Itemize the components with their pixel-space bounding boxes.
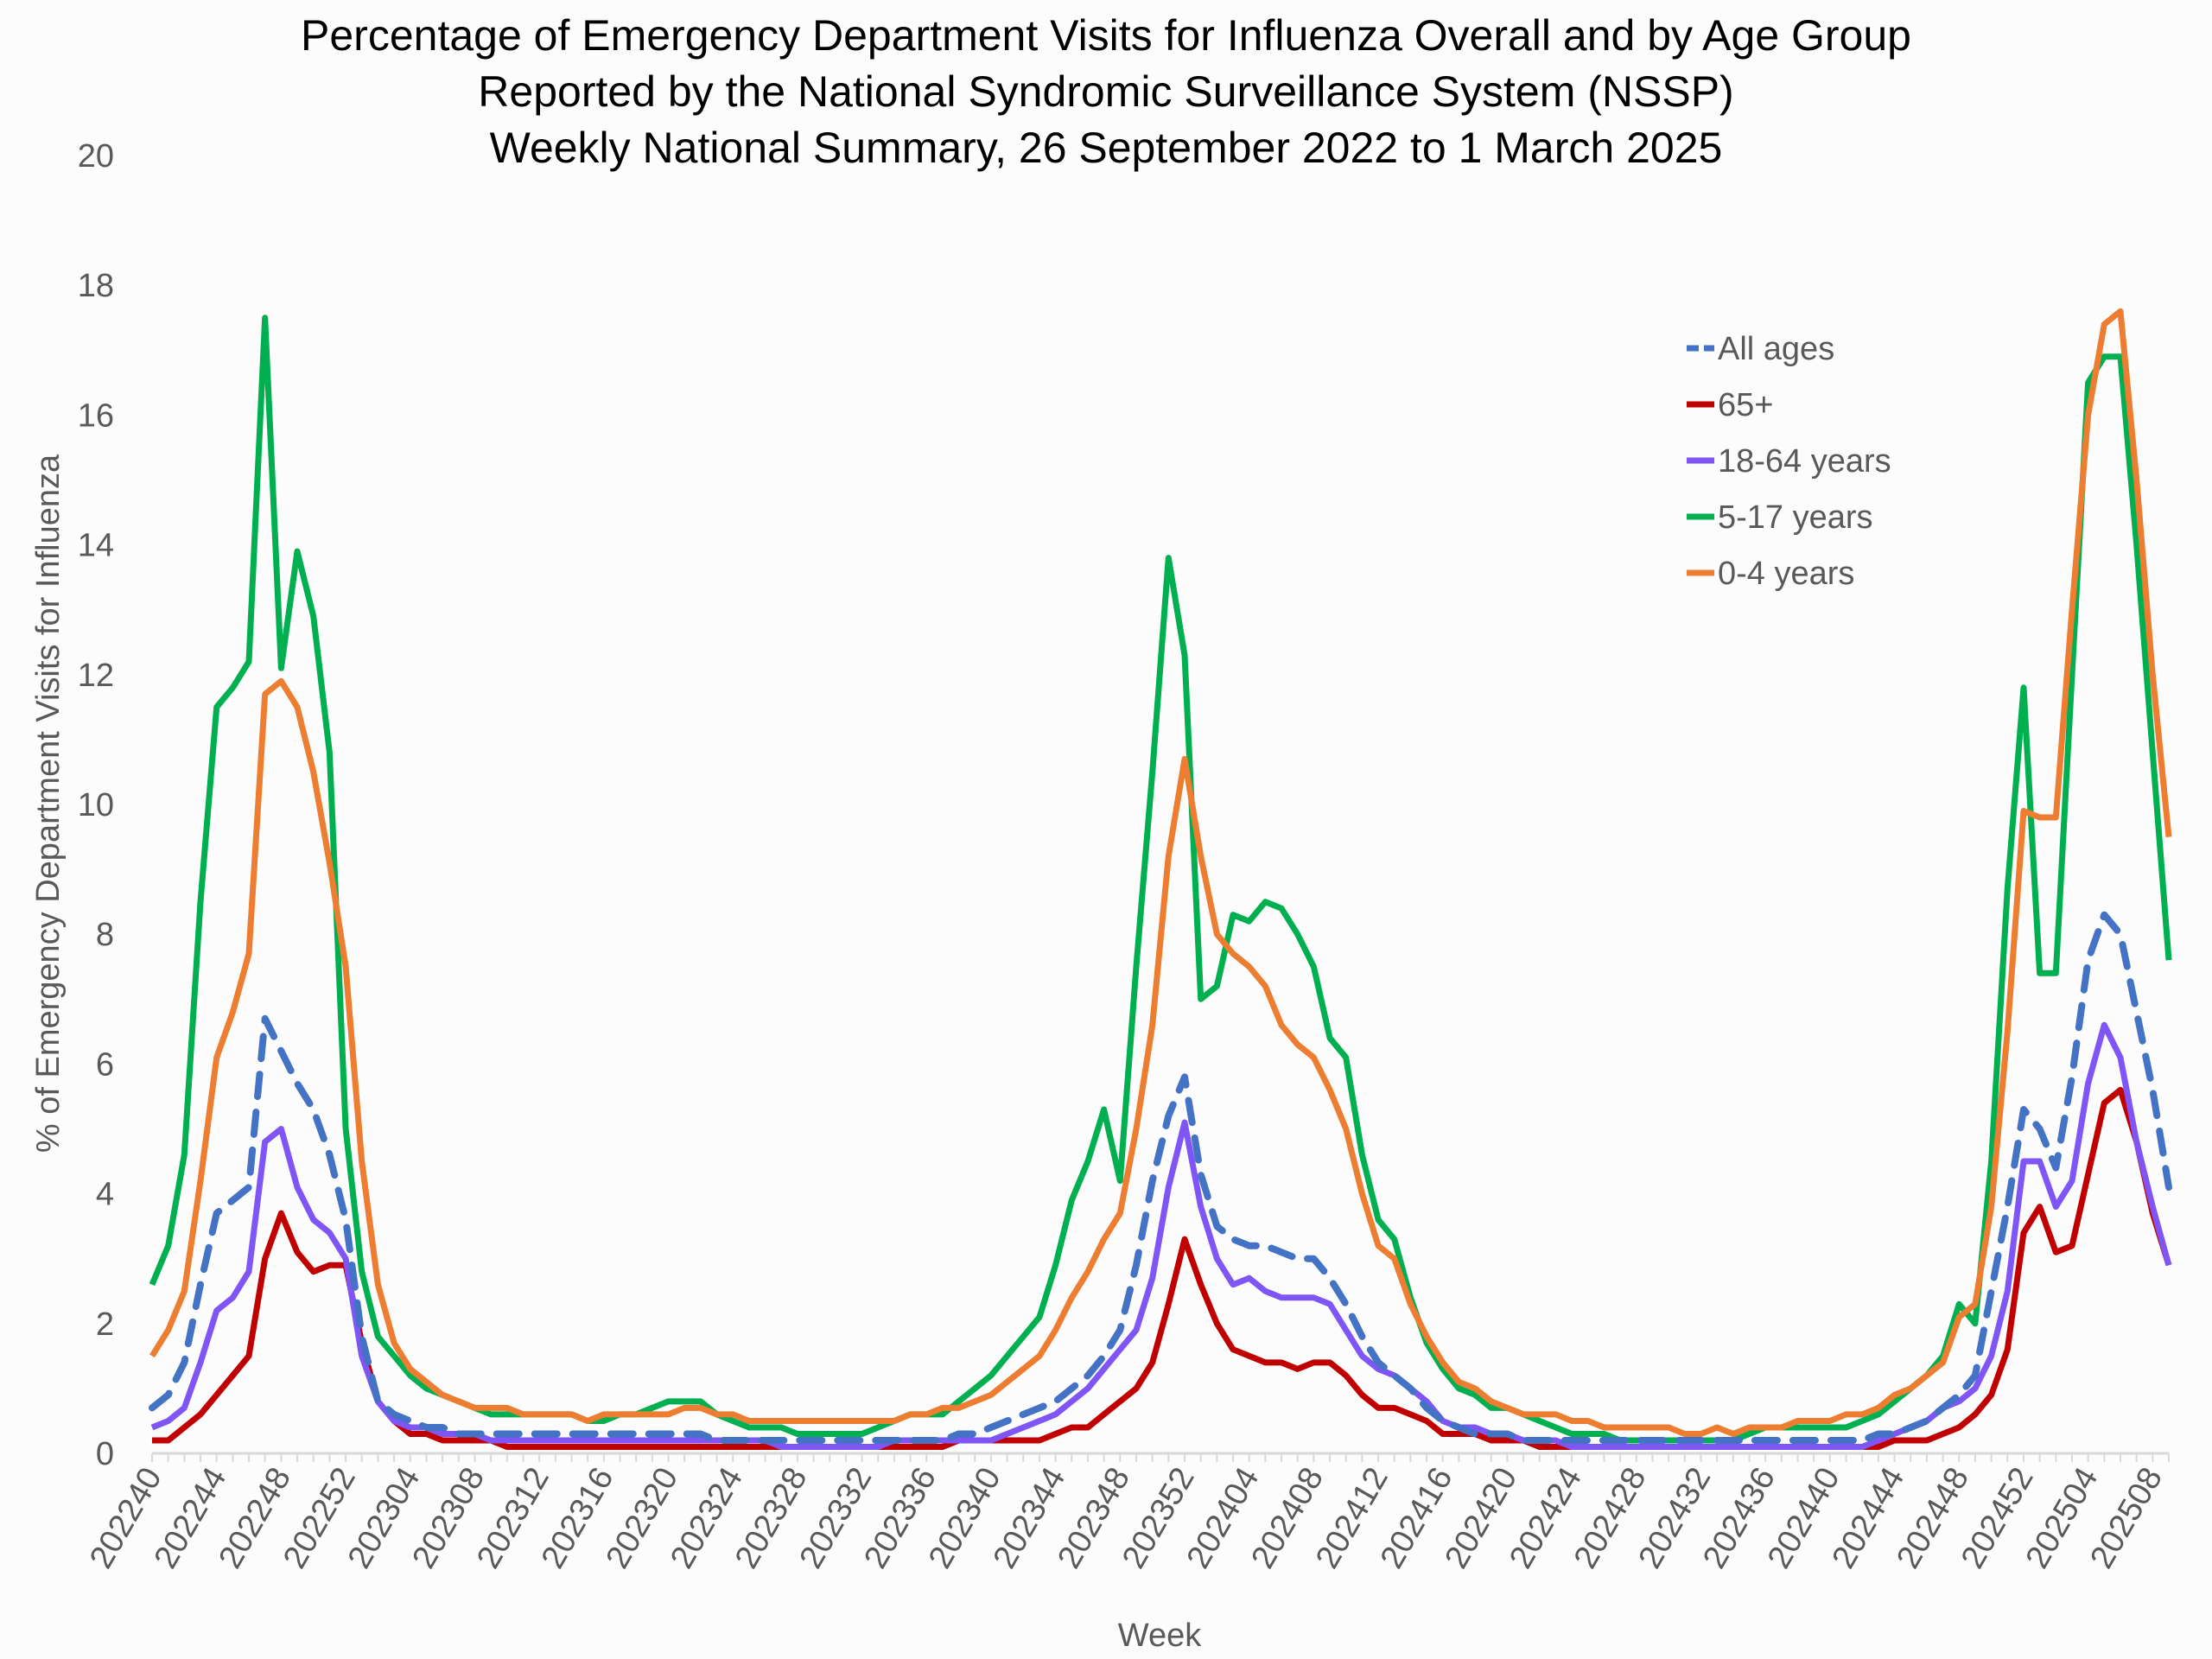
legend: All ages 65+ 18-64 years 5-17 years 0-4 year… [1687,331,1891,592]
legend-item: 5-17 years [1687,499,1873,536]
y-tick-label: 10 [78,787,114,823]
y-tick-label: 0 [96,1436,114,1472]
series-line-5-17-years [149,315,2172,1444]
y-tick-label: 12 [78,658,114,694]
legend-item: 65+ [1687,387,1773,423]
series-lines [149,308,2172,1450]
legend-label: 0-4 years [1718,556,1854,592]
legend-item: 0-4 years [1687,556,1854,592]
chart-title-line-1: Percentage of Emergency Department Visit… [301,11,1911,60]
legend-label: 5-17 years [1718,499,1873,536]
y-tick-label: 20 [78,138,114,175]
series-line-0-4-years [149,308,2172,1437]
y-tick-label: 8 [96,917,114,953]
series-line-18-64-years [150,1021,2172,1450]
y-tick-label: 4 [96,1177,114,1213]
y-axis-label: % of Emergency Department Visits for Inf… [30,454,67,1153]
y-axis-ticks: 0 2 4 6 8 10 12 14 16 18 20 [78,138,114,1472]
y-tick-label: 6 [96,1046,114,1083]
legend-label: 65+ [1718,387,1773,423]
y-tick-label: 16 [78,397,114,434]
y-tick-label: 2 [96,1306,114,1343]
legend-item: All ages [1687,331,1834,367]
y-tick-label: 18 [78,268,114,304]
legend-item: 18-64 years [1687,443,1891,480]
legend-label: All ages [1718,331,1834,367]
legend-label: 18-64 years [1718,443,1891,480]
y-tick-label: 14 [78,528,114,564]
x-axis-label: Week [1118,1618,1202,1654]
chart-title-line-2: Reported by the National Syndromic Surve… [478,67,1733,116]
series-line-all-ages [149,911,2172,1444]
chart-title-line-3: Weekly National Summary, 26 September 20… [490,124,1723,172]
